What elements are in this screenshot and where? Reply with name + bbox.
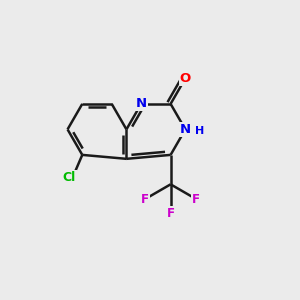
Text: F: F [192,193,200,206]
Text: N: N [180,123,191,136]
Text: F: F [167,207,175,220]
Text: H: H [195,126,204,136]
Text: Cl: Cl [62,171,76,184]
Text: O: O [180,72,191,85]
Text: N: N [136,98,147,110]
Text: F: F [141,193,149,206]
